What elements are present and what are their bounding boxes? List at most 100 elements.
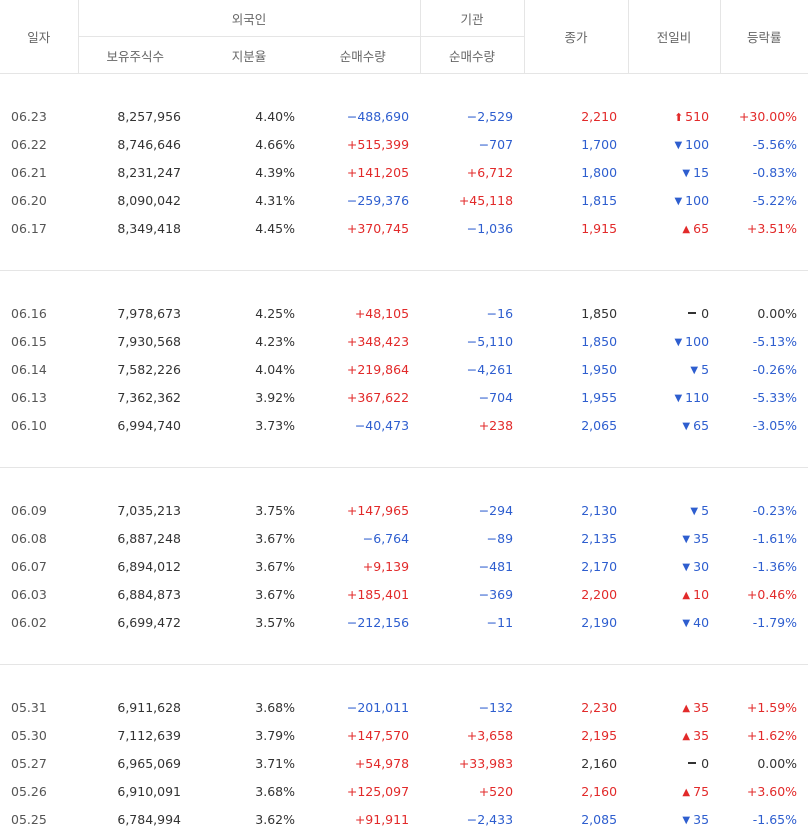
cell-close: 2,200 (524, 580, 628, 608)
cell-inst-net: −294 (420, 496, 524, 524)
up-triangle-icon: ▲ (682, 703, 690, 714)
cell-holdings: 6,965,069 (78, 749, 192, 777)
cell-change: ▼35 (628, 805, 720, 833)
cell-share-ratio: 3.79% (192, 721, 306, 749)
cell-rate: +1.62% (720, 721, 808, 749)
cell-date: 06.21 (0, 158, 78, 186)
cell-foreign-net: −6,764 (306, 524, 420, 552)
cell-date: 06.14 (0, 355, 78, 383)
cell-share-ratio: 3.73% (192, 411, 306, 439)
upper-limit-arrow-icon: ⬆ (674, 111, 683, 124)
cell-inst-net: −16 (420, 299, 524, 327)
cell-close: 1,955 (524, 383, 628, 411)
cell-date: 06.20 (0, 186, 78, 214)
cell-rate: 0.00% (720, 299, 808, 327)
cell-close: 2,170 (524, 552, 628, 580)
cell-close: 2,065 (524, 411, 628, 439)
change-value: 510 (685, 109, 709, 124)
change-value: 100 (685, 137, 709, 152)
cell-change: ⬆510 (628, 102, 720, 130)
cell-date: 06.08 (0, 524, 78, 552)
cell-holdings: 6,884,873 (78, 580, 192, 608)
flat-dash-icon (688, 762, 696, 764)
cell-foreign-net: +515,399 (306, 130, 420, 158)
cell-inst-net: −369 (420, 580, 524, 608)
change-value: 35 (693, 728, 709, 743)
down-triangle-icon: ▼ (682, 618, 690, 629)
header-inst-net: 순매수량 (420, 37, 524, 74)
cell-inst-net: +3,658 (420, 721, 524, 749)
cell-foreign-net: −40,473 (306, 411, 420, 439)
cell-share-ratio: 4.66% (192, 130, 306, 158)
cell-foreign-net: +9,139 (306, 552, 420, 580)
change-value: 100 (685, 334, 709, 349)
cell-date: 06.23 (0, 102, 78, 130)
cell-holdings: 6,894,012 (78, 552, 192, 580)
row-spacer (0, 74, 808, 103)
cell-inst-net: −481 (420, 552, 524, 580)
cell-inst-net: −2,529 (420, 102, 524, 130)
cell-close: 1,815 (524, 186, 628, 214)
cell-rate: +0.46% (720, 580, 808, 608)
cell-foreign-net: −201,011 (306, 693, 420, 721)
down-triangle-icon: ▼ (690, 365, 698, 376)
cell-share-ratio: 3.71% (192, 749, 306, 777)
cell-holdings: 6,994,740 (78, 411, 192, 439)
change-value: 30 (693, 559, 709, 574)
cell-share-ratio: 3.67% (192, 524, 306, 552)
cell-change: 0 (628, 749, 720, 777)
cell-holdings: 6,910,091 (78, 777, 192, 805)
cell-close: 2,195 (524, 721, 628, 749)
down-triangle-icon: ▼ (682, 815, 690, 826)
cell-change: ▼100 (628, 327, 720, 355)
cell-foreign-net: +219,864 (306, 355, 420, 383)
cell-rate: -0.23% (720, 496, 808, 524)
row-spacer (0, 468, 808, 497)
cell-inst-net: −11 (420, 608, 524, 636)
cell-foreign-net: −488,690 (306, 102, 420, 130)
cell-rate: +3.60% (720, 777, 808, 805)
down-triangle-icon: ▼ (674, 337, 682, 348)
cell-foreign-net: +48,105 (306, 299, 420, 327)
cell-change: ▼110 (628, 383, 720, 411)
down-triangle-icon: ▼ (674, 140, 682, 151)
cell-date: 06.10 (0, 411, 78, 439)
cell-share-ratio: 3.68% (192, 777, 306, 805)
cell-inst-net: −5,110 (420, 327, 524, 355)
cell-holdings: 8,257,956 (78, 102, 192, 130)
cell-inst-net: −2,433 (420, 805, 524, 833)
cell-change: ▼100 (628, 130, 720, 158)
cell-foreign-net: +125,097 (306, 777, 420, 805)
cell-rate: +3.51% (720, 214, 808, 242)
change-value: 100 (685, 193, 709, 208)
cell-share-ratio: 4.40% (192, 102, 306, 130)
up-triangle-icon: ▲ (682, 224, 690, 235)
cell-holdings: 7,362,362 (78, 383, 192, 411)
up-triangle-icon: ▲ (682, 731, 690, 742)
row-spacer (0, 242, 808, 271)
cell-date: 06.13 (0, 383, 78, 411)
cell-foreign-net: +348,423 (306, 327, 420, 355)
cell-holdings: 6,784,994 (78, 805, 192, 833)
cell-share-ratio: 3.92% (192, 383, 306, 411)
header-institution: 기관 (420, 0, 524, 37)
cell-change: 0 (628, 299, 720, 327)
cell-close: 1,850 (524, 327, 628, 355)
cell-rate: -1.61% (720, 524, 808, 552)
cell-share-ratio: 4.39% (192, 158, 306, 186)
header-share-ratio: 지분율 (192, 37, 306, 74)
cell-rate: 0.00% (720, 749, 808, 777)
cell-change: ▼30 (628, 552, 720, 580)
cell-close: 1,850 (524, 299, 628, 327)
cell-share-ratio: 4.04% (192, 355, 306, 383)
